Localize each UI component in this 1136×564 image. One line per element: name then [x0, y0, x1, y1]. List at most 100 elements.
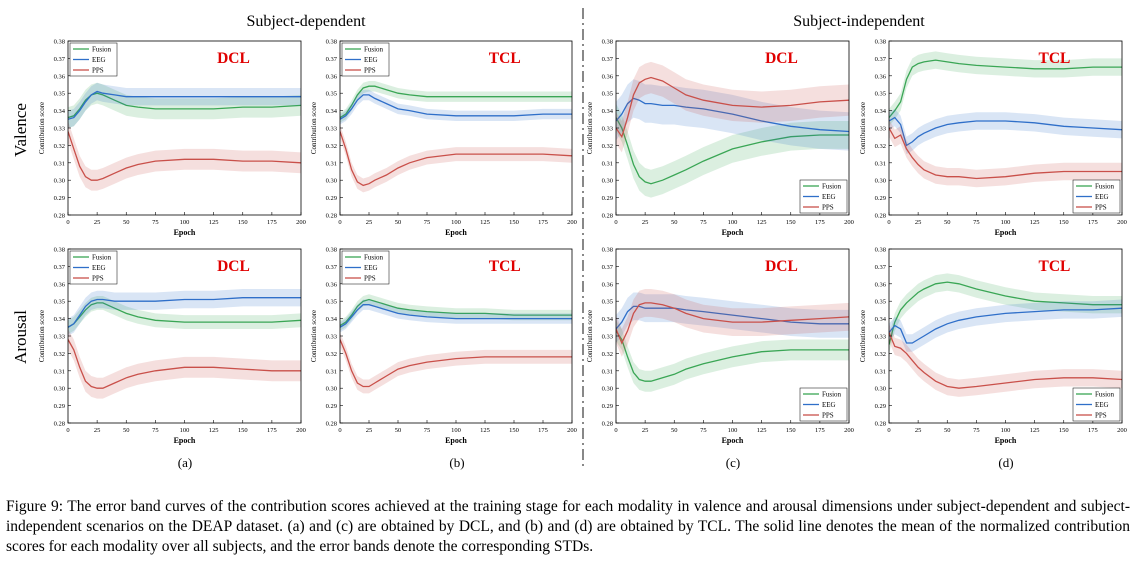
line-pps [68, 131, 301, 181]
x-tick-label: 75 [973, 427, 980, 434]
legend-label-pps: PPS [364, 67, 376, 75]
y-tick-label: 0.31 [54, 160, 65, 167]
line-pps [889, 127, 1122, 180]
x-tick-label: 175 [1088, 219, 1098, 226]
x-tick-label: 25 [94, 427, 101, 434]
x-tick-label: 175 [815, 427, 825, 434]
band-pps [616, 289, 849, 357]
plot-area [616, 289, 849, 392]
x-tick-label: 0 [887, 427, 890, 434]
legend-label-eeg: EEG [364, 264, 378, 272]
y-tick-label: 0.29 [326, 403, 337, 410]
header-subject-independent: Subject-independent [793, 13, 925, 30]
y-tick-label: 0.32 [602, 351, 613, 358]
method-label: DCL [765, 258, 798, 275]
x-axis-label: Epoch [995, 228, 1017, 237]
y-tick-label: 0.29 [875, 403, 886, 410]
band-eeg [616, 292, 849, 343]
y-tick-label: 0.36 [875, 73, 887, 80]
y-tick-label: 0.28 [54, 213, 65, 220]
y-tick-label: 0.32 [326, 143, 337, 150]
y-tick-label: 0.34 [875, 108, 887, 115]
x-tick-label: 100 [728, 427, 738, 434]
y-tick-label: 0.28 [602, 213, 613, 220]
plot-area [340, 81, 572, 193]
band-eeg [68, 82, 301, 128]
x-axis-label: Epoch [445, 436, 467, 445]
method-label: TCL [489, 50, 521, 67]
panel-valence-d: 0.28 0.29 0.30 0.31 0.32 0.33 0.34 0.35 0.36 0.37… [859, 39, 1127, 238]
y-tick-label: 0.30 [875, 386, 886, 393]
y-tick-label: 0.31 [326, 160, 337, 167]
line-pps [889, 332, 1122, 389]
line-eeg [340, 304, 572, 328]
x-axis-label: Epoch [722, 436, 744, 445]
y-axis-label: Contribution score [38, 102, 46, 154]
y-tick-label: 0.36 [326, 281, 338, 288]
y-tick-label: 0.32 [54, 143, 65, 150]
x-tick-label: 25 [366, 219, 373, 226]
band-fusion [68, 82, 301, 128]
y-tick-label: 0.29 [54, 195, 65, 202]
y-tick-label: 0.33 [875, 334, 886, 341]
column-label-a: (a) [178, 455, 192, 470]
method-label: DCL [217, 50, 250, 67]
band-fusion [616, 103, 849, 198]
y-tick-label: 0.38 [54, 39, 65, 46]
header-subject-dependent: Subject-dependent [246, 13, 366, 30]
column-label-b: (b) [449, 455, 464, 470]
x-tick-label: 50 [671, 219, 678, 226]
y-tick-label: 0.28 [326, 213, 337, 220]
x-tick-label: 100 [728, 219, 738, 226]
line-pps [68, 339, 301, 389]
y-tick-label: 0.30 [602, 178, 613, 185]
y-tick-label: 0.28 [54, 421, 65, 428]
method-label: TCL [1038, 258, 1070, 275]
y-tick-label: 0.31 [602, 160, 613, 167]
x-tick-label: 125 [1030, 219, 1040, 226]
x-tick-label: 175 [815, 219, 825, 226]
legend-label-pps: PPS [92, 275, 104, 283]
band-eeg [889, 299, 1122, 352]
y-tick-label: 0.36 [54, 281, 66, 288]
plot-area [889, 273, 1122, 397]
y-tick-label: 0.38 [875, 247, 886, 254]
panel-arousal-b: 0.28 0.29 0.30 0.31 0.32 0.33 0.34 0.35 0.36 0.37… [310, 247, 577, 446]
chart-panels: 0.28 0.29 0.30 0.31 0.32 0.33 0.34 0.35 0.36 0.37… [38, 39, 1127, 446]
line-fusion [616, 117, 849, 185]
y-tick-label: 0.38 [326, 247, 337, 254]
y-tick-label: 0.30 [54, 386, 65, 393]
legend: Fusion EEG PPS [1072, 179, 1121, 214]
y-tick-label: 0.35 [875, 91, 886, 98]
band-fusion [889, 51, 1122, 127]
y-tick-label: 0.31 [326, 368, 337, 375]
y-tick-label: 0.30 [326, 178, 337, 185]
y-tick-label: 0.35 [54, 299, 65, 306]
band-fusion [889, 273, 1122, 354]
y-axis-label: Contribution score [310, 310, 318, 362]
x-tick-label: 0 [66, 427, 69, 434]
legend-label-eeg: EEG [92, 264, 106, 272]
x-tick-label: 75 [424, 219, 431, 226]
x-tick-label: 25 [915, 427, 922, 434]
y-tick-label: 0.34 [326, 108, 338, 115]
legend-label-fusion: Fusion [822, 183, 842, 191]
x-tick-label: 125 [1030, 427, 1040, 434]
x-tick-label: 150 [1059, 219, 1069, 226]
legend-label-eeg: EEG [822, 401, 836, 409]
figure-caption: Figure 9: The error band curves of the c… [6, 498, 1130, 555]
legend: Fusion EEG PPS [341, 42, 390, 77]
legend: Fusion EEG PPS [69, 250, 118, 285]
line-eeg [68, 90, 301, 120]
x-tick-label: 50 [123, 427, 130, 434]
line-eeg [68, 297, 301, 328]
y-tick-label: 0.33 [875, 126, 886, 133]
y-tick-label: 0.35 [875, 299, 886, 306]
x-tick-label: 50 [123, 219, 130, 226]
legend: Fusion EEG PPS [341, 250, 390, 285]
legend: Fusion EEG PPS [799, 179, 848, 214]
y-tick-label: 0.32 [875, 143, 886, 150]
x-tick-label: 75 [700, 219, 707, 226]
x-tick-label: 0 [338, 427, 341, 434]
y-tick-label: 0.38 [875, 39, 886, 46]
